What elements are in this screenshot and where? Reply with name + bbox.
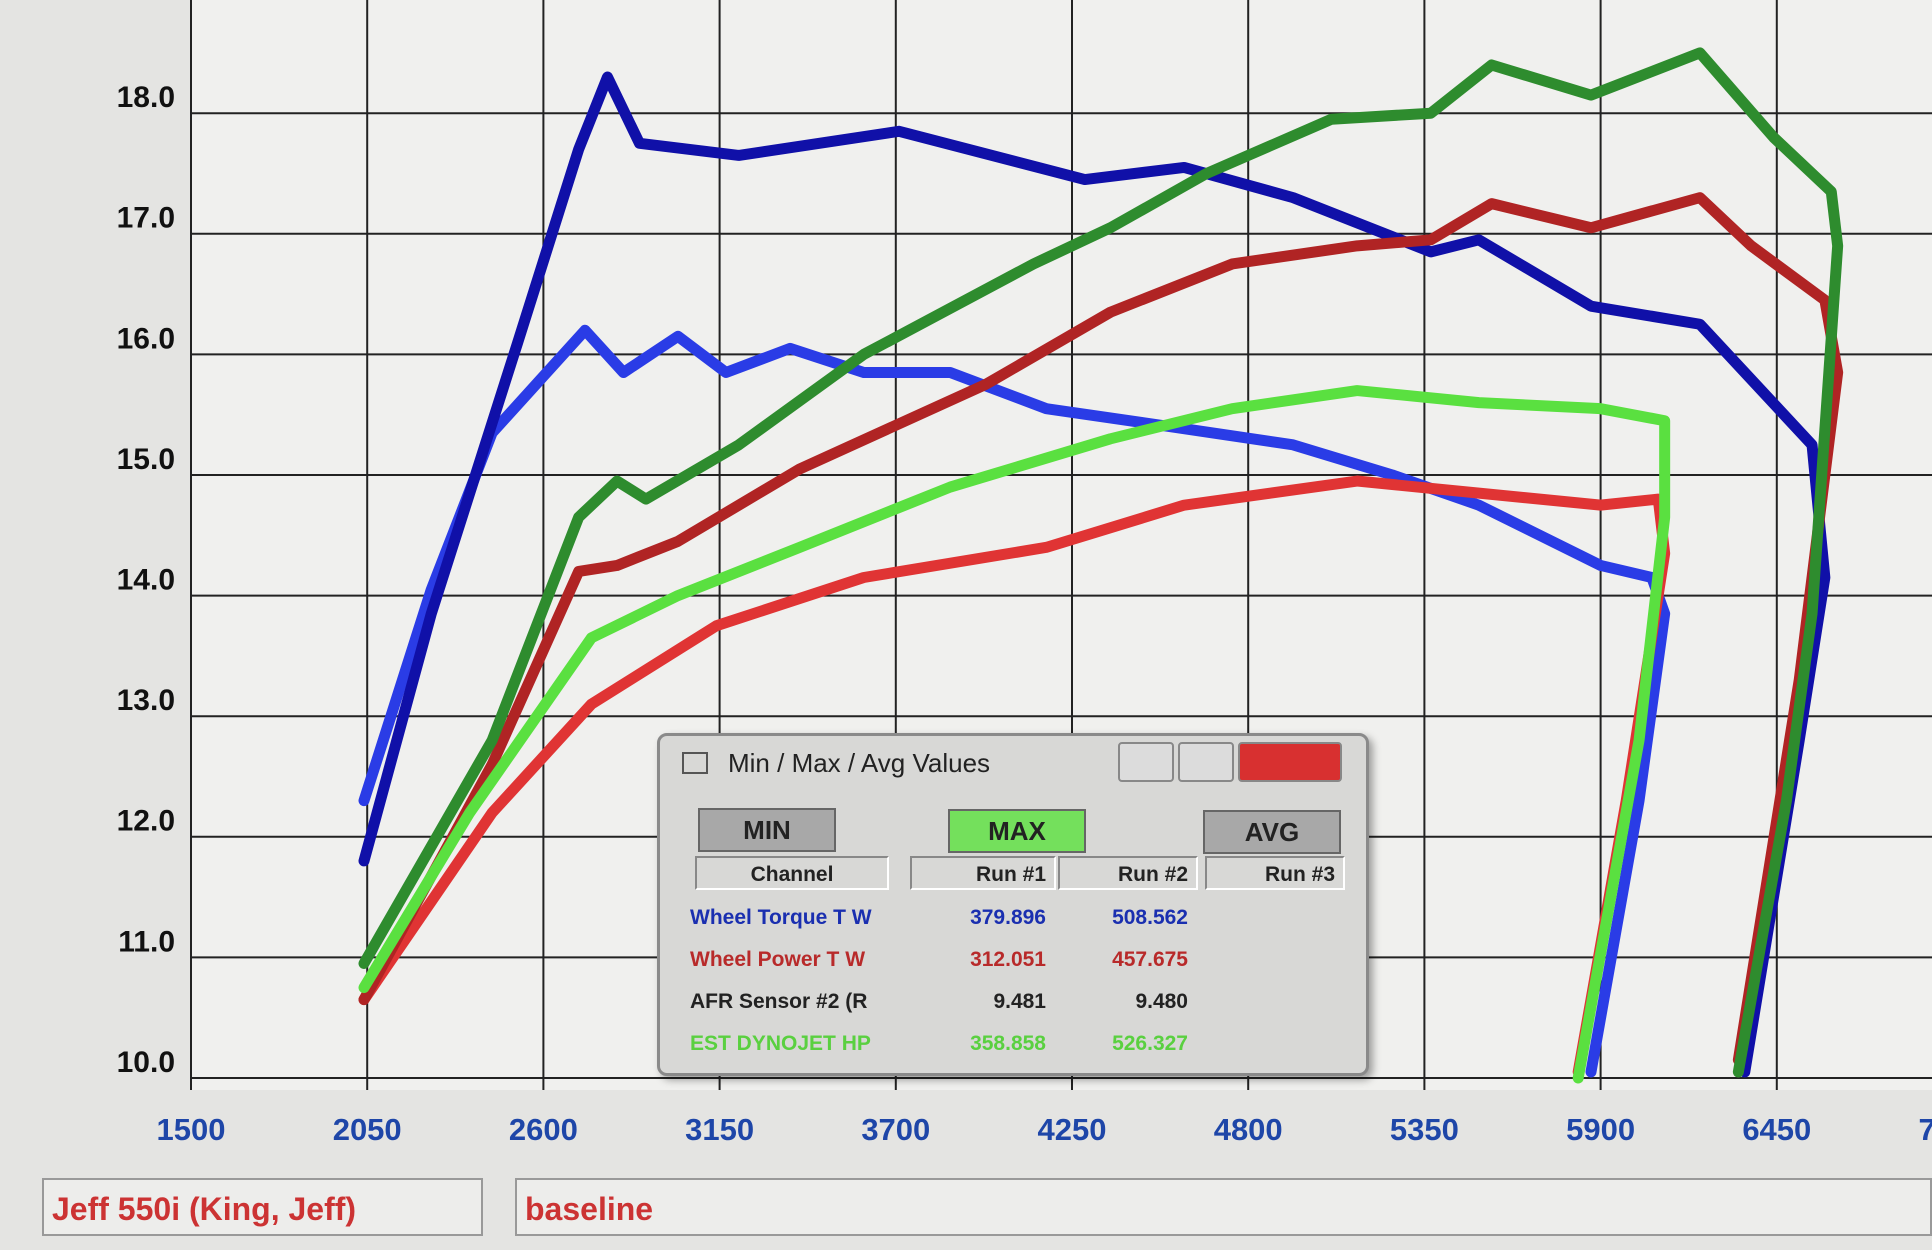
window-title: Min / Max / Avg Values — [728, 748, 991, 778]
y-tick-label: 16.0 — [117, 322, 175, 355]
x-tick-label: 6450 — [1742, 1112, 1811, 1147]
data-line — [358, 385, 1671, 1084]
run-value: 508.562 — [1112, 906, 1188, 929]
run-value: 379.896 — [970, 906, 1046, 929]
column-header[interactable]: Channel — [695, 856, 889, 890]
data-line — [358, 47, 1844, 1078]
x-tick-label: 2600 — [509, 1112, 578, 1147]
tab-button[interactable]: MIN — [698, 808, 836, 852]
channel-name: Wheel Power T W — [690, 948, 866, 971]
column-header[interactable]: Run #2 — [1058, 856, 1198, 890]
minmax-window: Min / Max / Avg Values MIN MAX AVG Channel R… — [657, 733, 1369, 1076]
tab-button[interactable]: MAX — [948, 809, 1086, 853]
tab-button[interactable]: AVG — [1203, 810, 1341, 854]
channel-name: AFR Sensor #2 (R — [690, 990, 868, 1013]
y-tick-label: 11.0 — [118, 925, 175, 958]
run-value: 9.480 — [1135, 990, 1188, 1013]
y-tick-label: 12.0 — [117, 805, 175, 838]
y-tick-label: 13.0 — [117, 684, 175, 717]
run-value: 526.327 — [1112, 1032, 1188, 1055]
x-tick-label: 5900 — [1566, 1112, 1635, 1147]
x-tick-label: 4250 — [1038, 1112, 1107, 1147]
y-tick-label: 14.0 — [117, 564, 175, 597]
data-line — [358, 71, 1831, 1078]
channel-name: EST DYNOJET HP — [690, 1032, 871, 1055]
y-tick-label: 18.0 — [117, 81, 175, 114]
x-tick-label: 7000 — [1919, 1112, 1932, 1147]
y-tick-label: 10.0 — [117, 1046, 175, 1079]
vehicle-field[interactable]: Jeff 550i (King, Jeff) — [42, 1178, 483, 1236]
run-value: 9.481 — [993, 990, 1046, 1013]
close-button[interactable] — [1238, 742, 1342, 782]
column-header[interactable]: Run #1 — [910, 856, 1056, 890]
x-tick-label: 4800 — [1214, 1112, 1283, 1147]
window-icon — [682, 752, 708, 774]
x-tick-label: 3150 — [685, 1112, 754, 1147]
column-header[interactable]: Run #3 — [1205, 856, 1345, 890]
x-tick-label: 5350 — [1390, 1112, 1459, 1147]
y-tick-label: 15.0 — [117, 443, 175, 476]
data-line — [358, 324, 1671, 1078]
minimize-button[interactable] — [1118, 742, 1174, 782]
channel-name: Wheel Torque T W — [690, 906, 872, 929]
x-tick-label: 3700 — [861, 1112, 930, 1147]
run-value: 457.675 — [1112, 948, 1188, 971]
run-value: 312.051 — [970, 948, 1046, 971]
y-tick-label: 17.0 — [117, 202, 175, 235]
data-line — [358, 192, 1844, 1066]
x-tick-label: 2050 — [333, 1112, 402, 1147]
maximize-button[interactable] — [1178, 742, 1234, 782]
run-value: 358.858 — [970, 1032, 1046, 1055]
note-field[interactable]: baseline — [515, 1178, 1932, 1236]
x-tick-label: 1500 — [157, 1112, 226, 1147]
